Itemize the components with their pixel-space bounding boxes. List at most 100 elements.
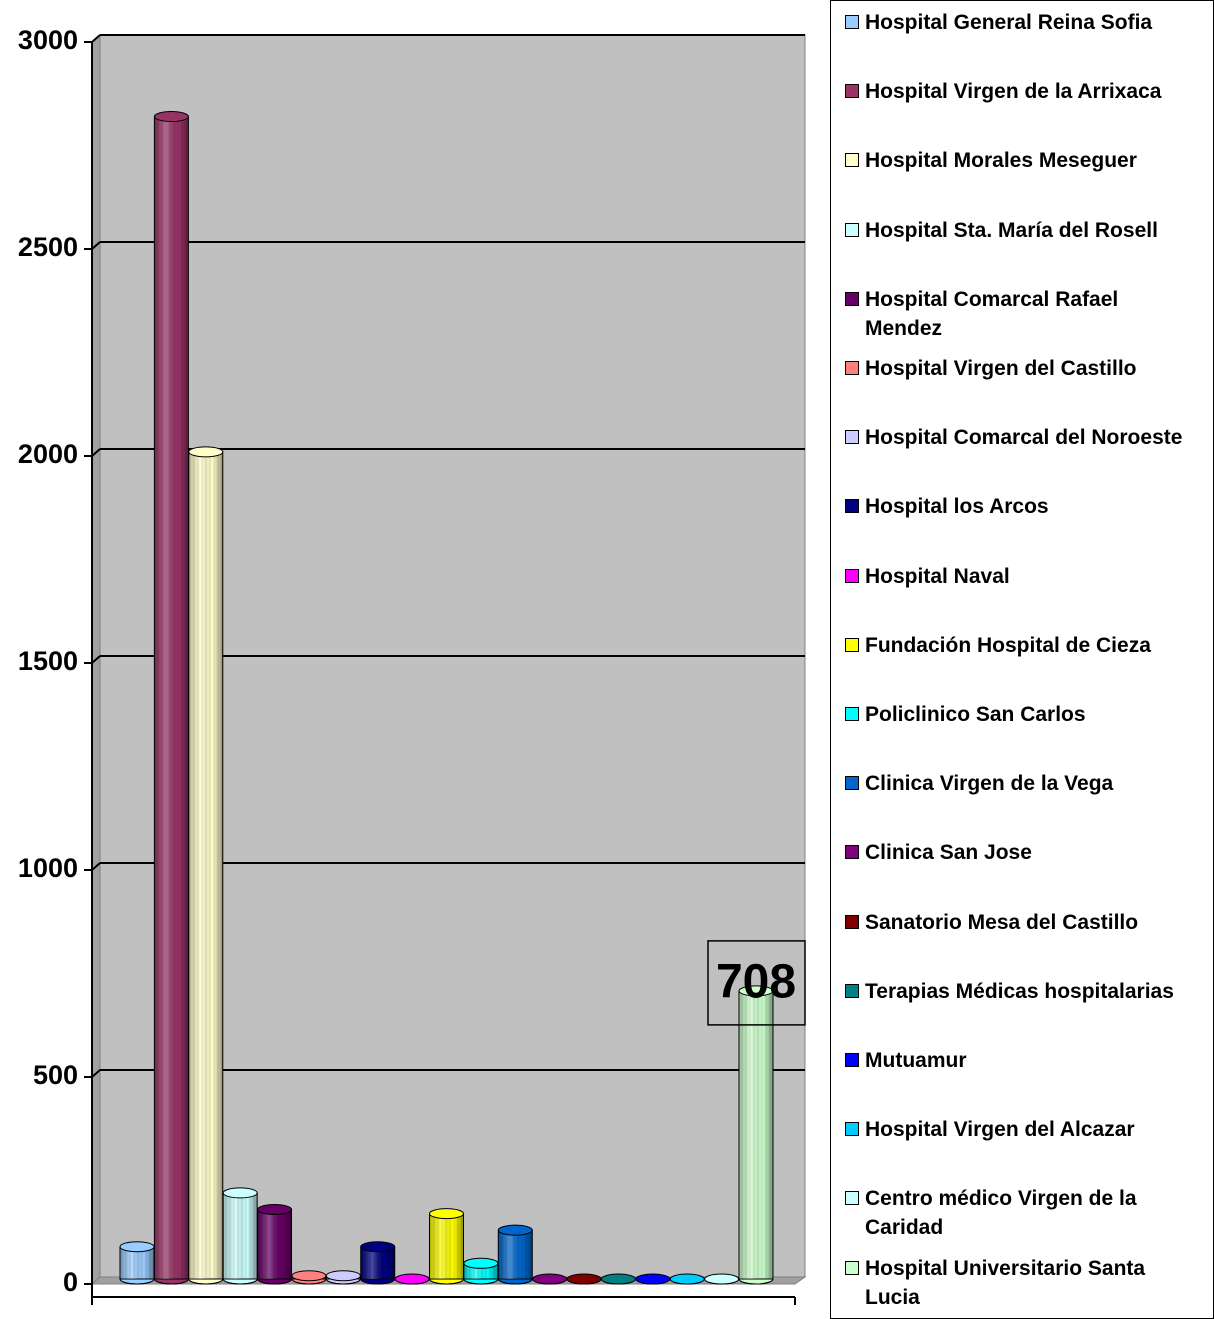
legend-label: Hospital Virgen del Alcazar	[865, 1118, 1135, 1142]
legend-swatch	[845, 499, 859, 514]
bar-bottom-edge	[222, 1278, 258, 1285]
legend-entry: Sanatorio Mesa del Castillo	[845, 908, 1205, 937]
legend-swatch	[845, 637, 859, 652]
legend-swatch	[845, 430, 859, 445]
legend-entry: Hospital Virgen del Alcazar	[845, 1115, 1205, 1144]
legend-label: Sanatorio Mesa del Castillo	[865, 910, 1139, 934]
bar-top	[257, 1203, 293, 1215]
legend-label: Hospital General Reina Sofia	[865, 11, 1153, 34]
bar-bottom-edge	[257, 1278, 293, 1285]
labels: 0 500 1000 1500 2000 2500 3000 708	[18, 25, 806, 1297]
legend-entry: Fundación Hospital de Cieza	[845, 631, 1205, 660]
legend-label: Mutuamur	[865, 1049, 967, 1072]
legend-swatch	[845, 1053, 859, 1067]
legend-entry: Policlinico San Carlos	[845, 700, 1205, 729]
y-tick-label: 500	[33, 1060, 78, 1090]
legend-swatch	[845, 291, 859, 306]
legend-label: Fundación Hospital de Cieza	[865, 633, 1151, 657]
grid-line-side	[91, 241, 101, 250]
bar-top	[325, 1270, 361, 1282]
legend-label: Hospital Comarcal Rafael Mendez	[865, 287, 1119, 340]
bar-stripes	[739, 990, 773, 1279]
bar-bottom-edge	[429, 1278, 464, 1285]
bar-stripes	[154, 116, 189, 1279]
legend-swatch	[845, 1191, 859, 1206]
bar-top	[394, 1273, 430, 1285]
legend-swatch	[845, 845, 859, 860]
bar-top	[497, 1224, 533, 1236]
legend-entry: Clinica San Jose	[845, 838, 1205, 867]
legend-entry: Hospital Sta. María del Rosell	[845, 216, 1205, 245]
legend-label: Hospital Universitario Santa Lucia	[865, 1256, 1146, 1309]
bar-stripes	[257, 1209, 292, 1279]
grid-line-side	[91, 862, 101, 871]
legend-swatch	[845, 15, 859, 29]
legend-label: Clinica Virgen de la Vega	[865, 772, 1114, 796]
bar-bottom-edge	[360, 1278, 396, 1285]
legend-entry: Hospital General Reina Sofia	[845, 8, 1205, 37]
legend-entry: Hospital Comarcal Rafael Mendez	[845, 285, 1205, 343]
bar-top	[222, 1187, 258, 1199]
legend-swatch	[845, 568, 859, 583]
chart: 0 500 1000 1500 2000 2500 3000 708	[18, 25, 807, 1305]
data-label-box	[707, 940, 806, 1026]
bar-bottom-edge	[497, 1278, 533, 1285]
legend-swatch	[845, 84, 859, 99]
legend-swatch	[845, 1260, 859, 1275]
bar-top	[669, 1273, 705, 1285]
grid-line-side	[91, 655, 101, 664]
legend-swatch	[845, 707, 859, 721]
bar-stripes	[223, 1192, 258, 1279]
legend-swatch	[845, 776, 859, 791]
legend-label: Hospital Virgen de la Arrixaca	[865, 80, 1162, 104]
grid-line-side	[91, 448, 101, 457]
bar-top	[188, 446, 224, 458]
y-tick-label: 1500	[18, 646, 78, 676]
grid-line-side	[91, 1069, 101, 1078]
legend-label: Clinica San Jose	[865, 841, 1032, 865]
legend-entry: Terapias Médicas hospitalarias	[845, 977, 1205, 1006]
bar-top	[635, 1273, 671, 1285]
bar-bottom-edge	[119, 1278, 155, 1285]
bar-bottom-edge	[291, 1278, 327, 1285]
bar-top	[532, 1273, 568, 1285]
bar-top	[360, 1241, 396, 1253]
bar-top	[429, 1208, 464, 1220]
bar-bottom-edge	[325, 1278, 361, 1285]
legend-swatch	[845, 983, 859, 998]
legend-entry: Centro médico Virgen de la Caridad	[845, 1184, 1205, 1242]
bar-top	[291, 1270, 327, 1282]
bar-top	[704, 1273, 740, 1285]
bar-bottom-edge	[738, 1278, 774, 1285]
legend-entry: Hospital Virgen de la Arrixaca	[845, 77, 1205, 106]
bars	[119, 111, 774, 1285]
legend-entry: Mutuamur	[845, 1046, 1205, 1075]
legend-swatch	[845, 153, 859, 168]
bar-bottom-edge	[463, 1278, 499, 1285]
legend-label: Policlinico San Carlos	[865, 703, 1086, 726]
legend-swatch	[845, 914, 859, 929]
legend-label: Terapias Médicas hospitalarias	[865, 979, 1174, 1003]
y-tick-label: 3000	[18, 25, 78, 55]
y-tick-label: 1000	[18, 853, 78, 883]
legend-entry: Hospital Morales Meseguer	[845, 146, 1205, 175]
legend-swatch	[845, 361, 859, 375]
legend-label: Hospital Sta. María del Rosell	[865, 218, 1158, 242]
legend-entry: Hospital Universitario Santa Lucia	[845, 1254, 1205, 1312]
legend-label: Hospital Virgen del Castillo	[865, 357, 1137, 380]
legend-entry: Clinica Virgen de la Vega	[845, 769, 1205, 798]
legend-entry: Hospital Virgen del Castillo	[845, 354, 1205, 383]
legend-swatch	[845, 1122, 859, 1137]
legend-label: Hospital Naval	[865, 564, 1010, 588]
bar-top	[463, 1257, 499, 1269]
grid-line-side	[91, 34, 101, 43]
legend-label: Hospital Morales Meseguer	[865, 149, 1137, 173]
legend-entry: Hospital Comarcal del Noroeste	[845, 423, 1205, 452]
y-tick-label: 2500	[18, 232, 78, 262]
bar-stripes	[429, 1213, 464, 1279]
bar-bottom-edge	[188, 1278, 224, 1285]
bar-top	[566, 1273, 602, 1285]
legend: Hospital General Reina Sofia Hospital Vir…	[830, 0, 1214, 1319]
legend-label: Hospital los Arcos	[865, 495, 1049, 519]
